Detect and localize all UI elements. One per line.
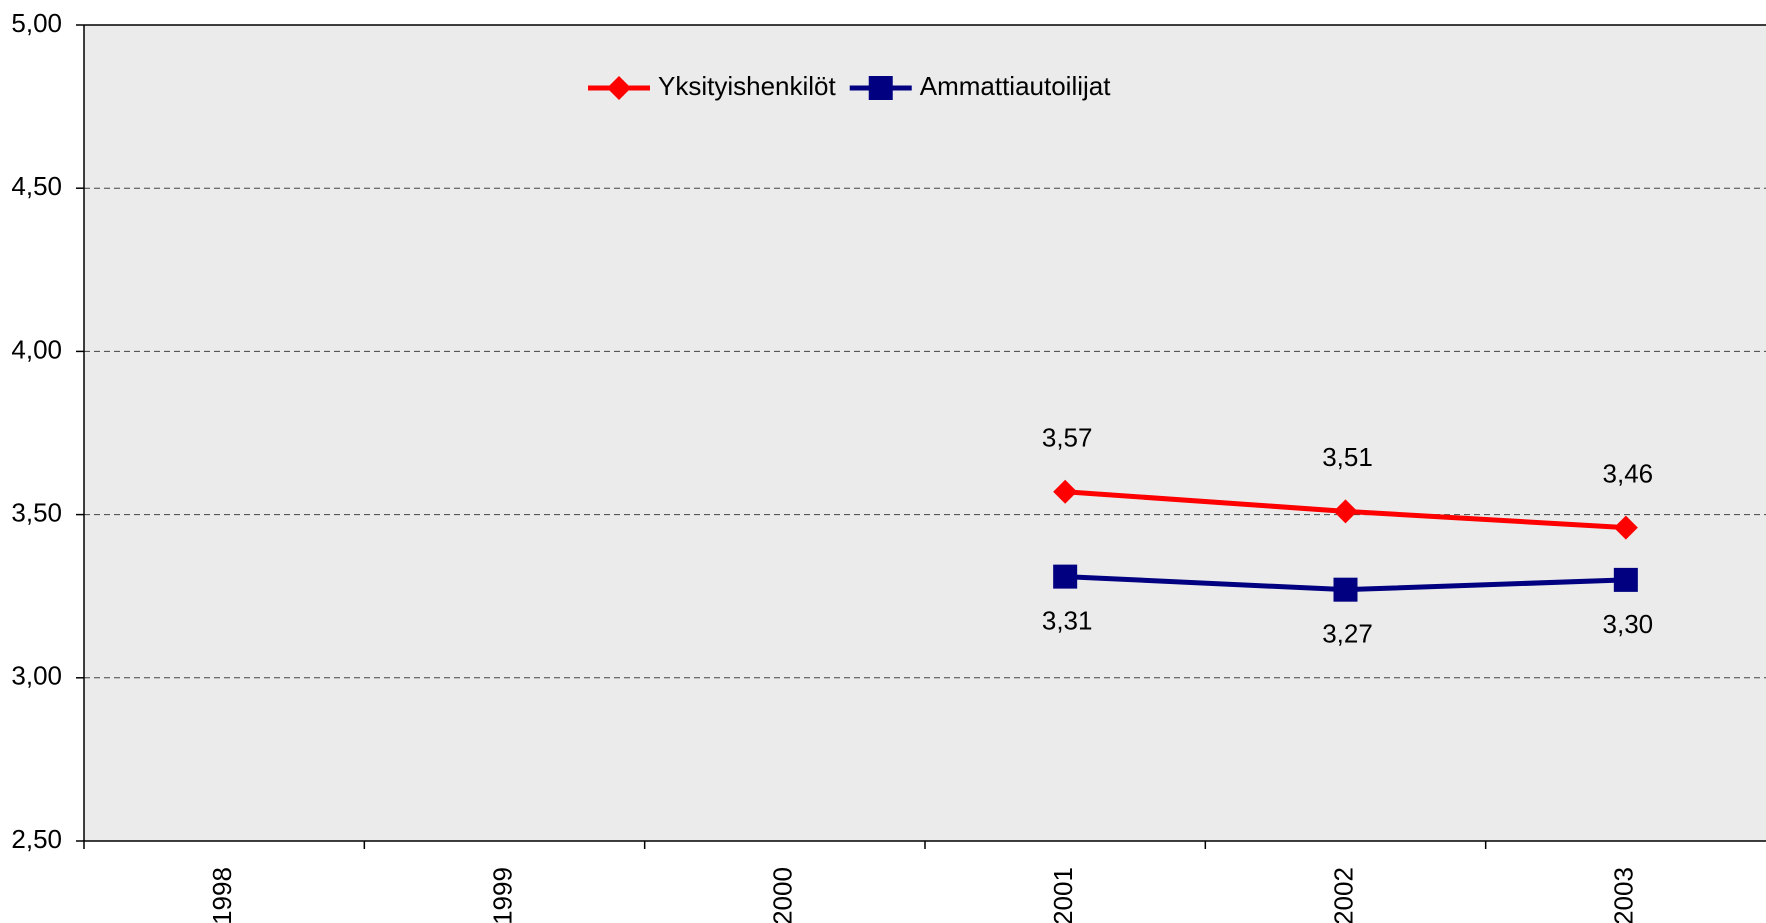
data-label: 3,31 bbox=[1042, 605, 1093, 635]
legend-label: Ammattiautoilijat bbox=[920, 71, 1112, 101]
data-point bbox=[1333, 577, 1358, 602]
legend-label: Yksityishenkilöt bbox=[658, 71, 837, 101]
data-label: 3,57 bbox=[1042, 423, 1093, 453]
data-point bbox=[1053, 564, 1078, 589]
plot-area bbox=[84, 25, 1766, 841]
data-point bbox=[1613, 515, 1638, 540]
legend-marker bbox=[868, 76, 893, 100]
data-point bbox=[1613, 567, 1638, 592]
x-tick-label: 2003 bbox=[1609, 867, 1639, 923]
x-tick-label: 2000 bbox=[768, 867, 798, 923]
legend-marker bbox=[607, 76, 631, 100]
data-point bbox=[1053, 479, 1078, 504]
data-label: 3,27 bbox=[1322, 619, 1373, 649]
x-tick-label: 2002 bbox=[1328, 867, 1358, 923]
x-tick-label: 1998 bbox=[207, 867, 237, 923]
y-tick-label: 5,00 bbox=[11, 8, 62, 38]
data-label: 3,46 bbox=[1603, 459, 1654, 489]
x-tick-label: 1999 bbox=[487, 867, 517, 923]
x-tick-label: 2001 bbox=[1048, 867, 1078, 923]
y-tick-label: 4,00 bbox=[11, 334, 62, 364]
y-tick-label: 3,00 bbox=[11, 661, 62, 691]
data-point bbox=[1333, 499, 1358, 524]
data-label: 3,30 bbox=[1603, 609, 1654, 639]
y-tick-label: 3,50 bbox=[11, 497, 62, 527]
y-tick-label: 4,50 bbox=[11, 171, 62, 201]
y-tick-label: 2,50 bbox=[11, 824, 62, 854]
data-label: 3,51 bbox=[1322, 442, 1373, 472]
